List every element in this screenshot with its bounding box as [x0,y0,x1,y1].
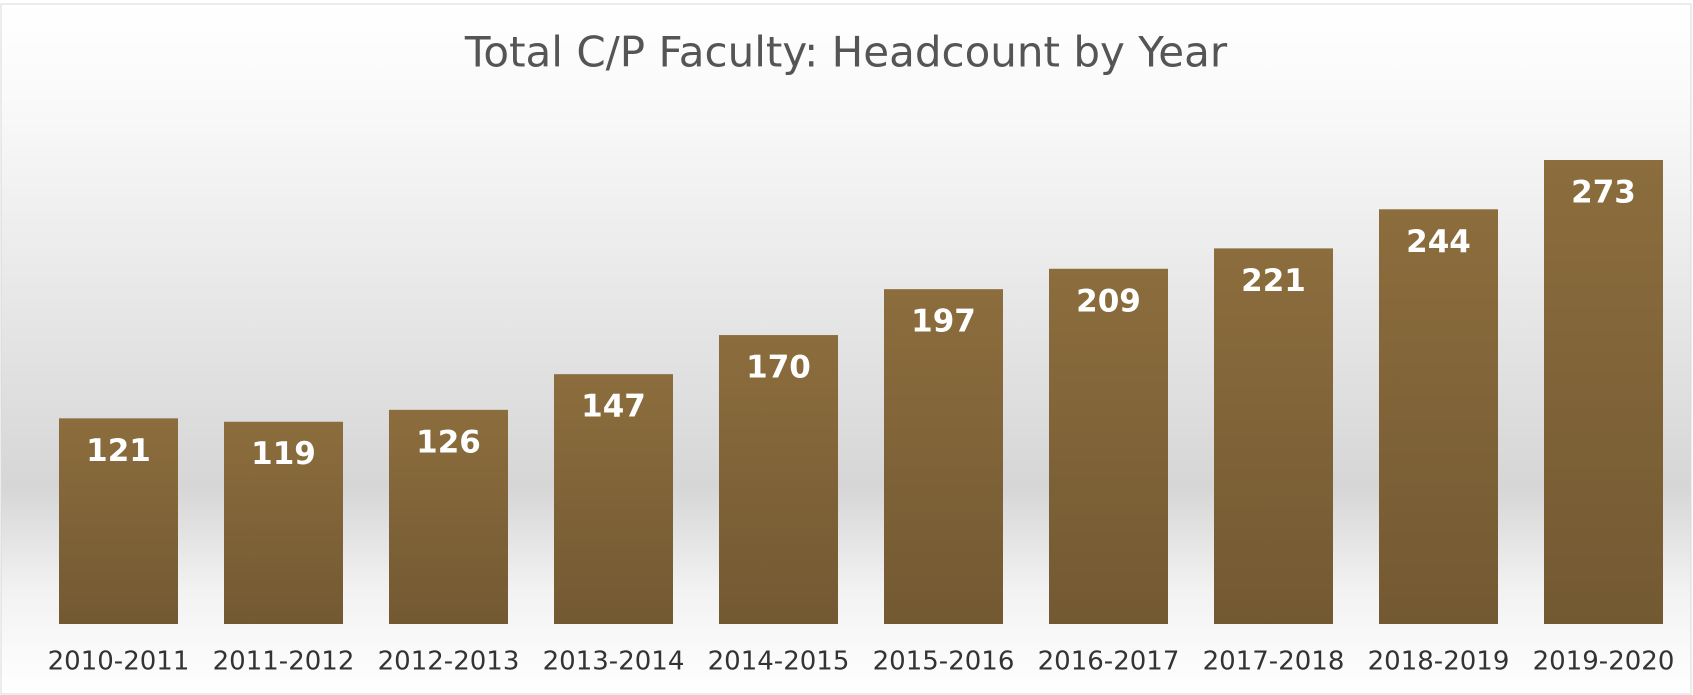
bar [1379,209,1498,625]
x-tick-label: 2012-2013 [378,647,520,677]
value-label: 273 [1571,175,1636,211]
bar [1214,248,1333,624]
x-tick-label: 2010-2011 [48,647,190,677]
chart-title: Total C/P Faculty: Headcount by Year [464,28,1228,77]
bar [884,289,1003,624]
value-label: 209 [1076,283,1141,319]
value-label: 197 [911,304,976,340]
x-tick-label: 2018-2019 [1368,647,1510,677]
value-label: 244 [1406,224,1471,260]
value-label: 119 [251,436,316,472]
bar [389,409,508,624]
value-label: 147 [581,389,646,425]
bar [554,374,673,624]
x-tick-label: 2016-2017 [1038,647,1180,677]
x-tick-label: 2011-2012 [213,647,355,677]
bar [719,335,838,624]
value-label: 126 [416,424,481,460]
value-label: 221 [1241,263,1306,299]
bar [224,421,343,624]
value-label: 170 [746,350,811,386]
x-tick-label: 2019-2020 [1533,647,1675,677]
value-label: 121 [86,433,151,469]
bar [59,418,178,624]
x-tick-label: 2015-2016 [873,647,1015,677]
x-tick-label: 2013-2014 [543,647,685,677]
x-tick-label: 2017-2018 [1203,647,1345,677]
x-tick-label: 2014-2015 [708,647,850,677]
bar [1049,268,1168,624]
bar [1544,160,1663,624]
